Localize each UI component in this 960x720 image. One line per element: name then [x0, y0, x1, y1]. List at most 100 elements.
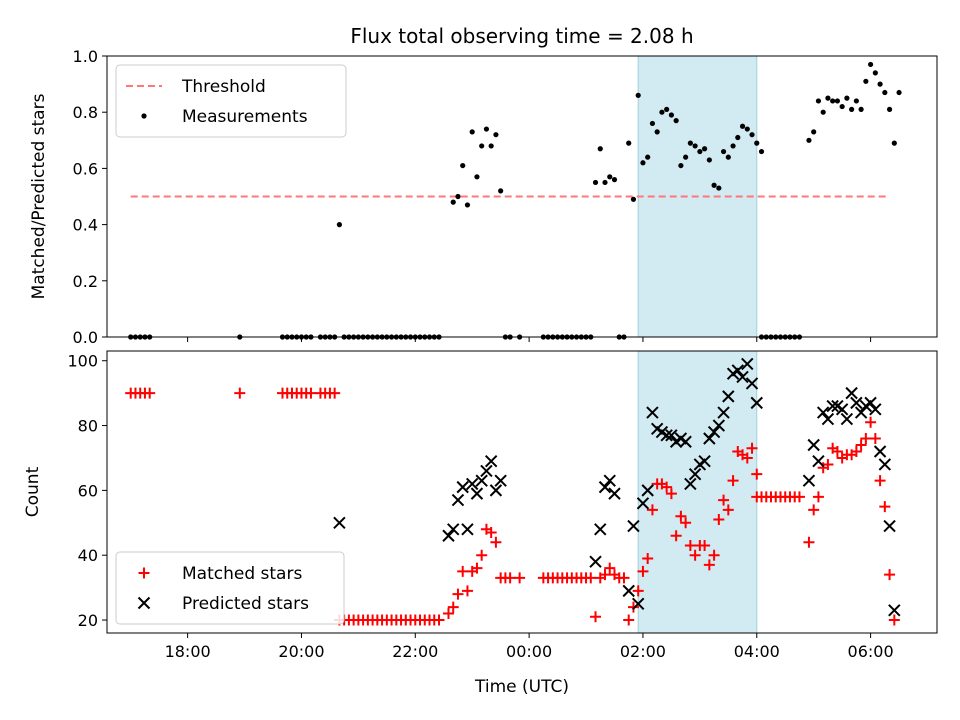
data-point [627, 601, 639, 613]
data-point [447, 523, 460, 536]
data-point [630, 196, 637, 202]
data-point [673, 118, 679, 124]
data-point [627, 519, 640, 533]
x-tick-label: 00:00 [506, 642, 552, 661]
data-point [687, 140, 693, 146]
series-measurements [128, 61, 902, 340]
data-point [585, 572, 597, 584]
data-point [447, 601, 459, 613]
shaded-region [637, 350, 758, 634]
data-point [461, 523, 474, 536]
data-point [815, 98, 822, 104]
data-point [872, 70, 878, 76]
data-point [750, 396, 763, 410]
legend-box [115, 64, 347, 138]
series-predicted-stars [333, 357, 901, 617]
data-point [649, 120, 656, 127]
data-point [717, 406, 730, 419]
data-point [839, 103, 845, 110]
data-point [888, 614, 900, 626]
data-point [718, 494, 730, 506]
data-point [636, 497, 650, 510]
y-tick-label: 40 [78, 546, 98, 565]
data-point [476, 549, 488, 561]
data-point [812, 454, 825, 468]
panel-bottom: 18:00 20:00 22:00 00:00 02:00 04:00 06:00 20 40 6… [23, 350, 938, 661]
data-point [489, 484, 503, 497]
data-point [680, 517, 692, 529]
data-point [854, 406, 868, 419]
x-axis-label: Time (UTC) [474, 677, 569, 697]
data-point [661, 481, 673, 493]
data-point [604, 562, 616, 574]
data-point [722, 390, 735, 403]
data-point [475, 474, 488, 487]
data-point [845, 386, 858, 400]
data-point [863, 78, 869, 84]
data-point [442, 529, 455, 542]
data-point [490, 536, 502, 548]
data-point [850, 445, 862, 457]
y-axis-label: Count [23, 466, 43, 517]
data-point [461, 585, 473, 597]
series-matched-stars [125, 387, 900, 626]
data-point [640, 160, 646, 166]
data-point [618, 572, 630, 584]
data-point [739, 123, 746, 129]
data-point [688, 467, 702, 481]
data-point [725, 154, 731, 160]
data-point [622, 584, 635, 598]
data-point [884, 569, 896, 581]
data-point [678, 162, 684, 169]
y-tick-label: 0.4 [73, 216, 98, 235]
data-point [874, 475, 886, 487]
data-point [336, 222, 342, 228]
data-point [820, 109, 826, 115]
data-point [727, 475, 739, 487]
legend-label: Threshold [181, 77, 266, 97]
data-point [470, 487, 484, 500]
data-point [811, 129, 817, 135]
data-point [451, 493, 465, 507]
data-point [707, 425, 721, 439]
data-point [144, 387, 156, 399]
data-point [858, 106, 864, 112]
data-point [469, 129, 475, 135]
data-point [494, 474, 507, 487]
data-point [471, 562, 483, 574]
data-point [668, 112, 675, 118]
x-tick-label: 02:00 [620, 642, 666, 661]
data-point [457, 565, 469, 577]
data-point [883, 519, 896, 533]
data-point [722, 504, 734, 516]
data-point [697, 148, 703, 155]
data-point [504, 572, 516, 584]
data-point [632, 585, 644, 597]
data-point [835, 403, 849, 416]
data-point [888, 604, 901, 617]
data-point [485, 527, 497, 539]
data-point [751, 468, 763, 480]
data-point [665, 429, 678, 442]
panel-top: 0.0 0.2 0.4 0.6 0.8 1.0 Matched/Predicted star… [29, 47, 938, 347]
legend: Threshold Measurements [115, 64, 347, 138]
data-point [834, 98, 841, 104]
legend-label: Measurements [182, 107, 308, 127]
x-tick-label: 20:00 [278, 642, 324, 661]
x-tick-label: 06:00 [848, 642, 894, 661]
data-point [465, 477, 479, 491]
data-point [689, 549, 701, 561]
legend-label: Predicted stars [182, 594, 309, 614]
data-point [853, 98, 859, 104]
y-tick-label: 80 [78, 417, 98, 436]
data-point [716, 185, 722, 191]
data-point [645, 154, 651, 160]
data-point [234, 387, 246, 399]
data-point [455, 193, 461, 200]
data-point [741, 452, 753, 464]
legend-dot-swatch [141, 113, 147, 119]
data-point [826, 399, 839, 413]
data-point [498, 188, 504, 194]
data-point [305, 387, 317, 399]
data-point [484, 454, 498, 468]
